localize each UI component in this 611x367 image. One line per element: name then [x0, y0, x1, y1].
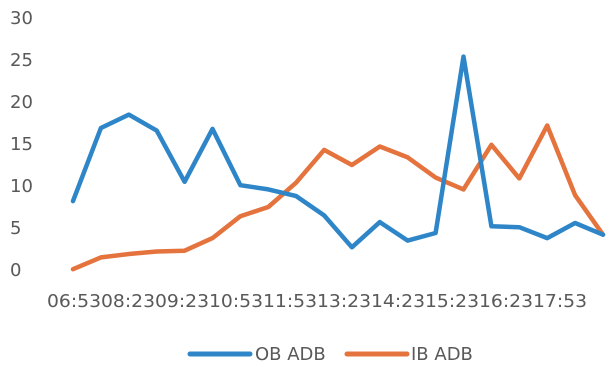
- x-tick-label: 17:53: [533, 291, 587, 312]
- x-tick-label: 06:53: [47, 291, 101, 312]
- x-tick-label: 09:23: [155, 291, 209, 312]
- x-tick-label: 11:53: [263, 291, 317, 312]
- y-tick-label: 20: [10, 92, 33, 113]
- x-tick-label: 13:23: [317, 291, 371, 312]
- x-axis-tick-labels: 06:53 08:23 09:23 10:53 11:53 13:23 14:23 15:23…: [47, 291, 587, 312]
- y-tick-label: 5: [10, 218, 21, 239]
- y-axis-tick-labels: 0 5 10 15 20 25 30: [10, 8, 33, 281]
- y-tick-label: 30: [10, 8, 33, 29]
- series-line-ob-adb: [70, 54, 606, 250]
- legend-label-ib-adb: IB ADB: [411, 344, 473, 365]
- y-tick-label: 10: [10, 176, 33, 197]
- x-tick-label: 10:53: [209, 291, 263, 312]
- x-tick-label: 15:23: [425, 291, 479, 312]
- x-tick-label: 16:23: [479, 291, 533, 312]
- legend: OB ADB IB ADB: [187, 344, 473, 365]
- y-tick-label: 15: [10, 134, 33, 155]
- y-tick-label: 0: [10, 260, 21, 281]
- x-tick-label: 14:23: [371, 291, 425, 312]
- series-line-ib-adb: [70, 123, 606, 272]
- y-tick-label: 25: [10, 50, 33, 71]
- series-lines: [70, 54, 606, 272]
- x-tick-label: 08:23: [101, 291, 155, 312]
- legend-label-ob-adb: OB ADB: [255, 344, 326, 365]
